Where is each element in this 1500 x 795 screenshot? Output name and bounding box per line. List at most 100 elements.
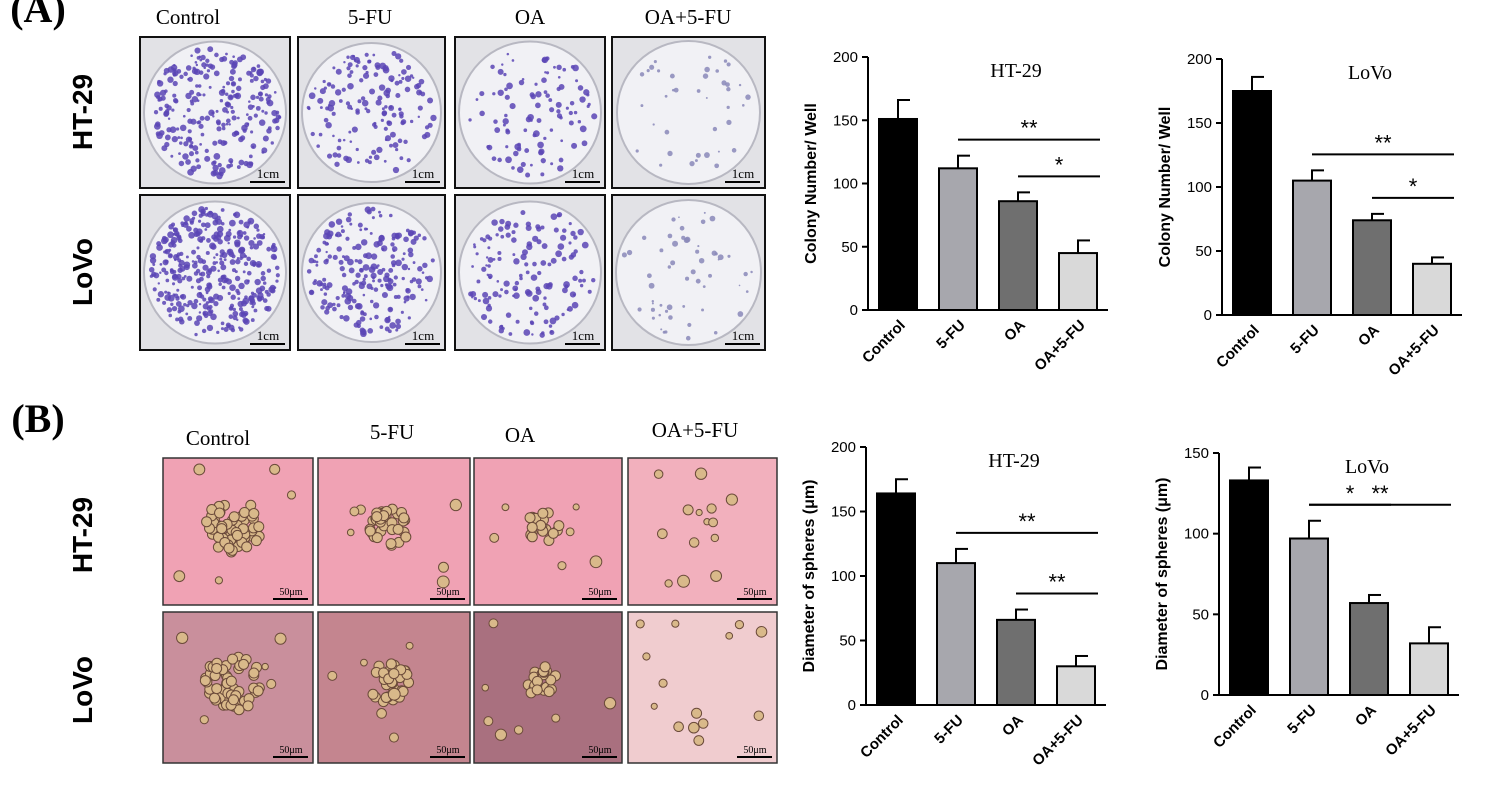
cell	[694, 467, 708, 480]
colony	[387, 329, 392, 334]
colony	[641, 235, 647, 240]
colony	[191, 262, 198, 269]
colony	[213, 256, 216, 259]
colony	[549, 107, 555, 113]
cell	[266, 678, 277, 690]
colony	[725, 82, 730, 87]
photo: 1cm	[611, 194, 766, 351]
colony	[213, 152, 221, 160]
colony	[340, 229, 345, 234]
colony	[415, 82, 422, 89]
colony	[369, 231, 373, 235]
colony	[211, 111, 215, 115]
colony	[591, 277, 596, 283]
colony	[212, 164, 219, 172]
colony	[207, 296, 214, 302]
colony	[557, 243, 565, 250]
colony	[530, 93, 536, 100]
colony	[556, 86, 561, 92]
significance-label: *	[1409, 174, 1418, 199]
colony	[704, 66, 710, 73]
colony	[253, 223, 260, 230]
colony	[503, 280, 510, 287]
colony	[409, 119, 414, 124]
colony	[401, 76, 405, 80]
colony	[186, 107, 191, 113]
colony	[246, 256, 251, 262]
cell	[572, 503, 580, 511]
colony	[218, 282, 222, 287]
y-tick-label: 150	[1187, 115, 1212, 132]
photo-frame	[627, 611, 778, 764]
colony	[506, 82, 513, 90]
colony	[393, 294, 398, 299]
colony	[529, 306, 533, 311]
colony	[658, 313, 662, 317]
colony	[175, 301, 182, 307]
colony	[266, 99, 274, 107]
colony	[237, 77, 242, 82]
colony	[364, 158, 370, 163]
colony	[351, 126, 358, 133]
colony	[245, 113, 249, 116]
colony	[243, 318, 250, 325]
cell	[755, 626, 768, 638]
colony	[260, 79, 265, 84]
significance-label: **	[1374, 130, 1392, 155]
colony	[199, 276, 204, 282]
colony	[407, 316, 411, 320]
colony	[392, 282, 397, 287]
colony	[178, 152, 181, 156]
colony	[403, 139, 408, 145]
colony	[498, 294, 502, 298]
colony	[237, 300, 244, 308]
colony	[409, 293, 416, 301]
colony	[230, 328, 236, 333]
colony	[543, 319, 549, 325]
colony	[501, 63, 504, 66]
colony	[370, 286, 374, 290]
colony	[319, 282, 324, 287]
colony	[381, 291, 388, 299]
colony	[156, 241, 162, 247]
bar	[1289, 537, 1329, 696]
colony	[230, 294, 236, 300]
colony	[422, 236, 427, 241]
colony	[373, 287, 379, 292]
y-tick-label: 50	[1195, 243, 1212, 260]
cell	[545, 674, 557, 686]
colony	[181, 276, 186, 281]
cell	[238, 506, 250, 518]
colony	[523, 329, 531, 336]
cell	[551, 713, 561, 723]
colony	[156, 297, 161, 302]
colony	[256, 240, 263, 246]
colony	[321, 299, 328, 306]
colony	[341, 272, 347, 278]
cell	[526, 531, 538, 543]
colony	[273, 91, 277, 94]
colony	[326, 153, 333, 159]
photo: 50μm	[317, 457, 471, 606]
colony	[171, 222, 176, 227]
colony	[164, 103, 170, 109]
colony	[316, 247, 322, 253]
x-tick-label: OA	[1355, 322, 1383, 350]
photo: 1cm	[139, 36, 291, 189]
colony	[549, 317, 557, 325]
colony	[213, 231, 220, 238]
colony	[228, 123, 231, 126]
colony	[204, 148, 209, 154]
photo: 50μm	[473, 611, 623, 764]
y-tick-label: 200	[833, 49, 858, 66]
colony	[225, 52, 228, 56]
y-tick-label: 0	[1204, 307, 1212, 324]
cell	[385, 658, 397, 670]
colony	[210, 170, 217, 177]
colony	[408, 251, 414, 258]
column-label: 5-FU	[370, 420, 414, 444]
colony	[505, 128, 510, 133]
colony	[190, 285, 194, 289]
colony	[737, 311, 744, 317]
significance-label: **	[1371, 481, 1389, 506]
